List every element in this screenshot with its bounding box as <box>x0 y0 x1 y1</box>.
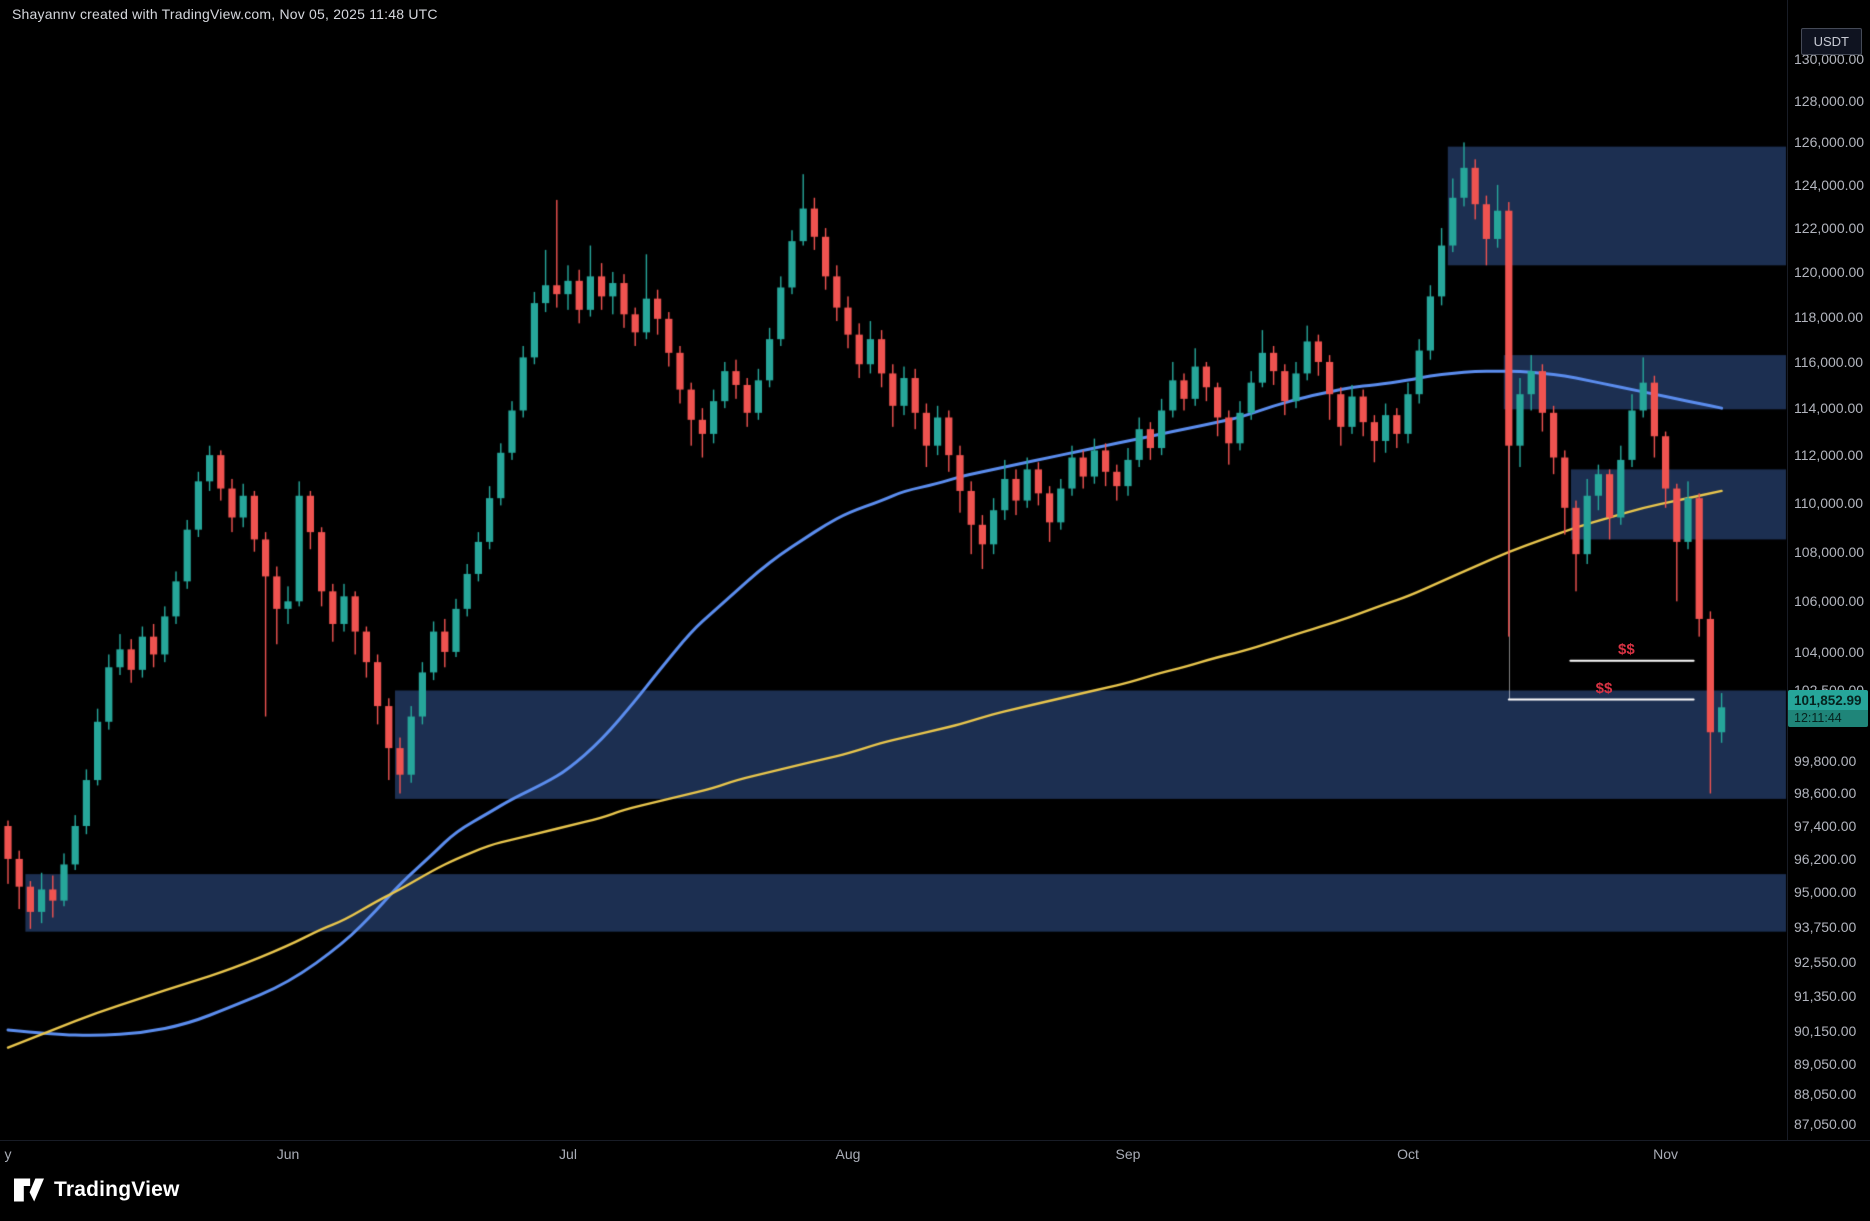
price-tick: 92,550.00 <box>1794 953 1857 970</box>
price-tick: 91,350.00 <box>1794 988 1857 1005</box>
price-tick: 95,000.00 <box>1794 884 1857 901</box>
last-price-label: 101,852.99 12:11:44 <box>1788 690 1868 728</box>
price-tick: 87,050.00 <box>1794 1116 1857 1133</box>
time-axis-separator <box>0 1140 1870 1141</box>
currency-unit-label: USDT <box>1813 34 1849 49</box>
price-tick: 89,050.00 <box>1794 1055 1857 1072</box>
price-tick: 124,000.00 <box>1794 176 1865 193</box>
price-tick: 99,800.00 <box>1794 753 1857 770</box>
time-tick: Jul <box>559 1146 577 1162</box>
price-tick: 97,400.00 <box>1794 818 1857 834</box>
price-tick: 114,000.00 <box>1794 400 1864 417</box>
price-tick: 126,000.00 <box>1794 134 1865 151</box>
last-price-value: 101,852.99 <box>1788 690 1868 711</box>
liquidity-dollar-label[interactable]: $$ <box>1595 679 1613 697</box>
price-tick: 116,000.00 <box>1794 353 1864 370</box>
time-tick: Aug <box>835 1146 861 1162</box>
price-tick: 108,000.00 <box>1794 543 1865 560</box>
tradingview-logo-icon[interactable] <box>14 1178 44 1202</box>
time-tick: Jun <box>276 1146 300 1162</box>
price-tick: 112,000.00 <box>1794 447 1864 464</box>
price-tick: 118,000.00 <box>1794 308 1864 325</box>
price-tick: 96,200.00 <box>1794 850 1857 867</box>
price-axis-separator <box>1787 0 1788 1140</box>
time-axis[interactable]: y Jun Jul Aug Sep Oct Nov <box>0 1144 1786 1168</box>
price-tick: 128,000.00 <box>1794 92 1865 109</box>
price-tick: 93,750.00 <box>1794 919 1857 936</box>
time-tick: Sep <box>1115 1146 1141 1162</box>
bar-close-countdown: 12:11:44 <box>1788 710 1868 728</box>
time-tick: y <box>4 1146 12 1162</box>
price-tick: 90,150.00 <box>1794 1023 1857 1040</box>
price-tick: 88,050.00 <box>1794 1085 1857 1102</box>
liquidity-dollar-label[interactable]: $$ <box>1618 640 1635 658</box>
price-tick: 106,000.00 <box>1794 593 1865 610</box>
currency-unit-button[interactable]: USDT <box>1800 28 1862 55</box>
price-tick: 98,600.00 <box>1794 785 1857 802</box>
tradingview-footer: TradingView <box>14 1178 180 1202</box>
price-tick: 122,000.00 <box>1794 220 1865 237</box>
price-tick: 110,000.00 <box>1794 494 1864 511</box>
price-tick: 120,000.00 <box>1794 263 1865 280</box>
chart-attribution: Shayannv created with TradingView.com, N… <box>12 6 438 22</box>
tradingview-brand-text[interactable]: TradingView <box>54 1178 180 1201</box>
price-axis[interactable]: 130,000.00 128,000.00 126,000.00 124,000.00… <box>1789 0 1870 1140</box>
price-tick: 104,000.00 <box>1794 643 1865 660</box>
time-tick: Oct <box>1397 1146 1419 1162</box>
price-tick: 130,000.00 <box>1794 51 1865 68</box>
time-tick: Nov <box>1653 1146 1679 1162</box>
